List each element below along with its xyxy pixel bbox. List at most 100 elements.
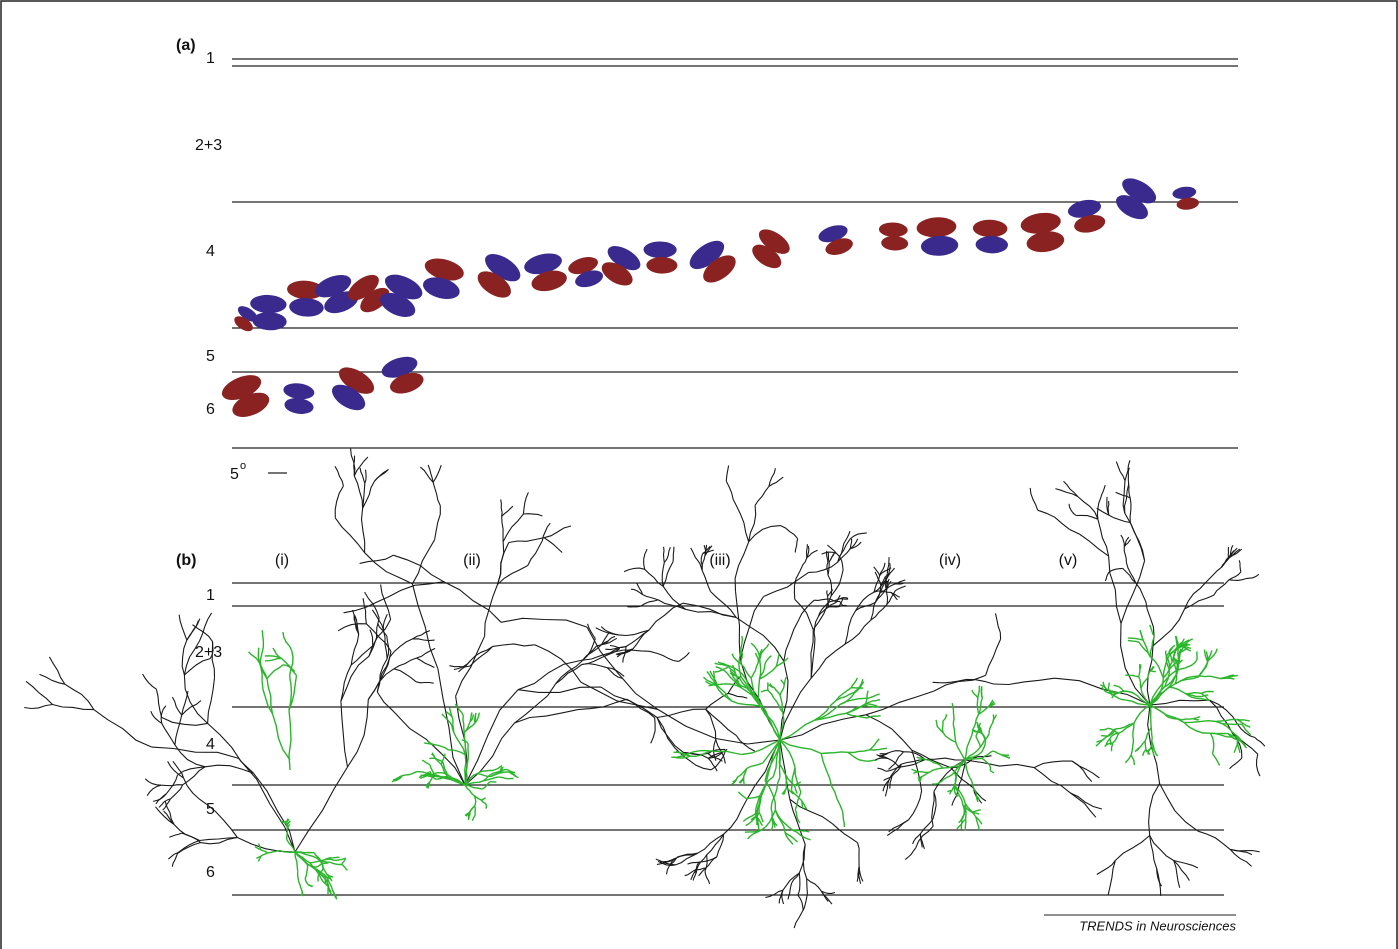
neurite bbox=[972, 690, 978, 698]
neurite bbox=[982, 686, 983, 698]
neurite bbox=[1034, 761, 1072, 768]
neurite bbox=[994, 678, 1055, 684]
layer-label: 4 bbox=[206, 736, 215, 753]
neurite bbox=[741, 664, 751, 678]
panel-b: (b) (i) (ii) (iii) (iv) (v) 1 2+3 4 5 6 bbox=[24, 449, 1265, 928]
neurite bbox=[1119, 687, 1124, 691]
neurite bbox=[175, 715, 182, 745]
neurite bbox=[1150, 700, 1210, 705]
neurite bbox=[710, 751, 741, 755]
neurite bbox=[184, 675, 207, 723]
neurite bbox=[982, 751, 993, 758]
neurite bbox=[627, 606, 640, 607]
neurite bbox=[342, 864, 348, 870]
neurite bbox=[1140, 630, 1143, 640]
neurite bbox=[328, 887, 329, 894]
neurite bbox=[624, 568, 645, 572]
neurite bbox=[702, 556, 705, 571]
neurite bbox=[1210, 733, 1213, 754]
neurite bbox=[889, 751, 904, 753]
neurite bbox=[1216, 720, 1237, 722]
neurite bbox=[1136, 583, 1147, 609]
neurite bbox=[761, 690, 768, 691]
neurite bbox=[1186, 693, 1201, 694]
neurite bbox=[330, 862, 341, 864]
neurite bbox=[768, 690, 774, 698]
neurite bbox=[848, 752, 864, 760]
neurite bbox=[788, 888, 791, 900]
neurite bbox=[1124, 547, 1126, 563]
neurite bbox=[711, 592, 737, 618]
neurite bbox=[758, 679, 760, 706]
neurite bbox=[422, 760, 430, 765]
neurite bbox=[467, 755, 468, 768]
neurite bbox=[168, 761, 184, 778]
blob bbox=[643, 241, 676, 258]
neurite bbox=[1113, 695, 1126, 700]
neurite bbox=[851, 688, 863, 689]
neurite bbox=[481, 800, 486, 804]
neurite bbox=[932, 784, 938, 785]
neurite bbox=[544, 538, 562, 553]
neurite bbox=[965, 819, 966, 830]
neurite bbox=[811, 644, 845, 678]
neurite bbox=[783, 873, 799, 890]
neurite bbox=[159, 799, 170, 808]
neurite bbox=[993, 715, 994, 723]
neurite bbox=[952, 703, 953, 713]
neurite bbox=[1150, 671, 1156, 672]
neurite bbox=[798, 873, 800, 895]
neurite bbox=[175, 745, 205, 767]
neurite bbox=[1109, 556, 1121, 623]
neurite bbox=[174, 824, 200, 840]
panel-label: (b) bbox=[176, 552, 196, 569]
neurite bbox=[794, 785, 797, 794]
neurite bbox=[936, 720, 937, 726]
neurite bbox=[518, 687, 601, 692]
neurite bbox=[249, 652, 259, 661]
neurite bbox=[394, 658, 417, 669]
neurite bbox=[651, 718, 655, 744]
neurite bbox=[1154, 750, 1158, 756]
neurite bbox=[901, 760, 925, 765]
neurite bbox=[523, 492, 528, 514]
neurite bbox=[473, 814, 476, 820]
neurite bbox=[470, 646, 493, 666]
neurite bbox=[265, 658, 281, 660]
neurite bbox=[1221, 555, 1233, 567]
neurite bbox=[929, 768, 943, 772]
neurite bbox=[370, 630, 373, 646]
neurite bbox=[390, 639, 413, 657]
neurite bbox=[1124, 691, 1135, 694]
neurite bbox=[161, 706, 166, 724]
neurite bbox=[1131, 755, 1134, 765]
neurite bbox=[1109, 568, 1122, 571]
neurite bbox=[1121, 623, 1150, 705]
neurite bbox=[471, 646, 493, 660]
neurite bbox=[1185, 595, 1214, 609]
neurite bbox=[338, 624, 366, 631]
blob bbox=[250, 294, 287, 314]
neurite bbox=[735, 542, 749, 592]
neurite bbox=[845, 611, 855, 644]
neurite bbox=[1174, 861, 1180, 888]
neurite bbox=[1105, 572, 1109, 581]
neurite bbox=[626, 630, 649, 646]
neurite bbox=[305, 865, 307, 878]
neurite bbox=[402, 772, 416, 776]
neurite bbox=[162, 723, 175, 745]
neurite bbox=[381, 585, 391, 620]
cell-label: (iii) bbox=[709, 552, 730, 569]
neurite bbox=[864, 760, 877, 761]
neurite bbox=[623, 647, 626, 663]
neurite bbox=[919, 772, 929, 773]
neurite bbox=[747, 763, 763, 769]
neurite bbox=[1055, 678, 1151, 705]
neurite bbox=[657, 718, 683, 757]
neurite bbox=[658, 654, 679, 662]
neurite bbox=[757, 813, 758, 825]
figure: (a) 1 2+3 4 5 6 5 o (b) (i) (ii) (iii) (… bbox=[0, 0, 1398, 949]
neurite bbox=[791, 873, 800, 888]
neurite bbox=[182, 640, 187, 675]
neurite bbox=[953, 725, 955, 742]
